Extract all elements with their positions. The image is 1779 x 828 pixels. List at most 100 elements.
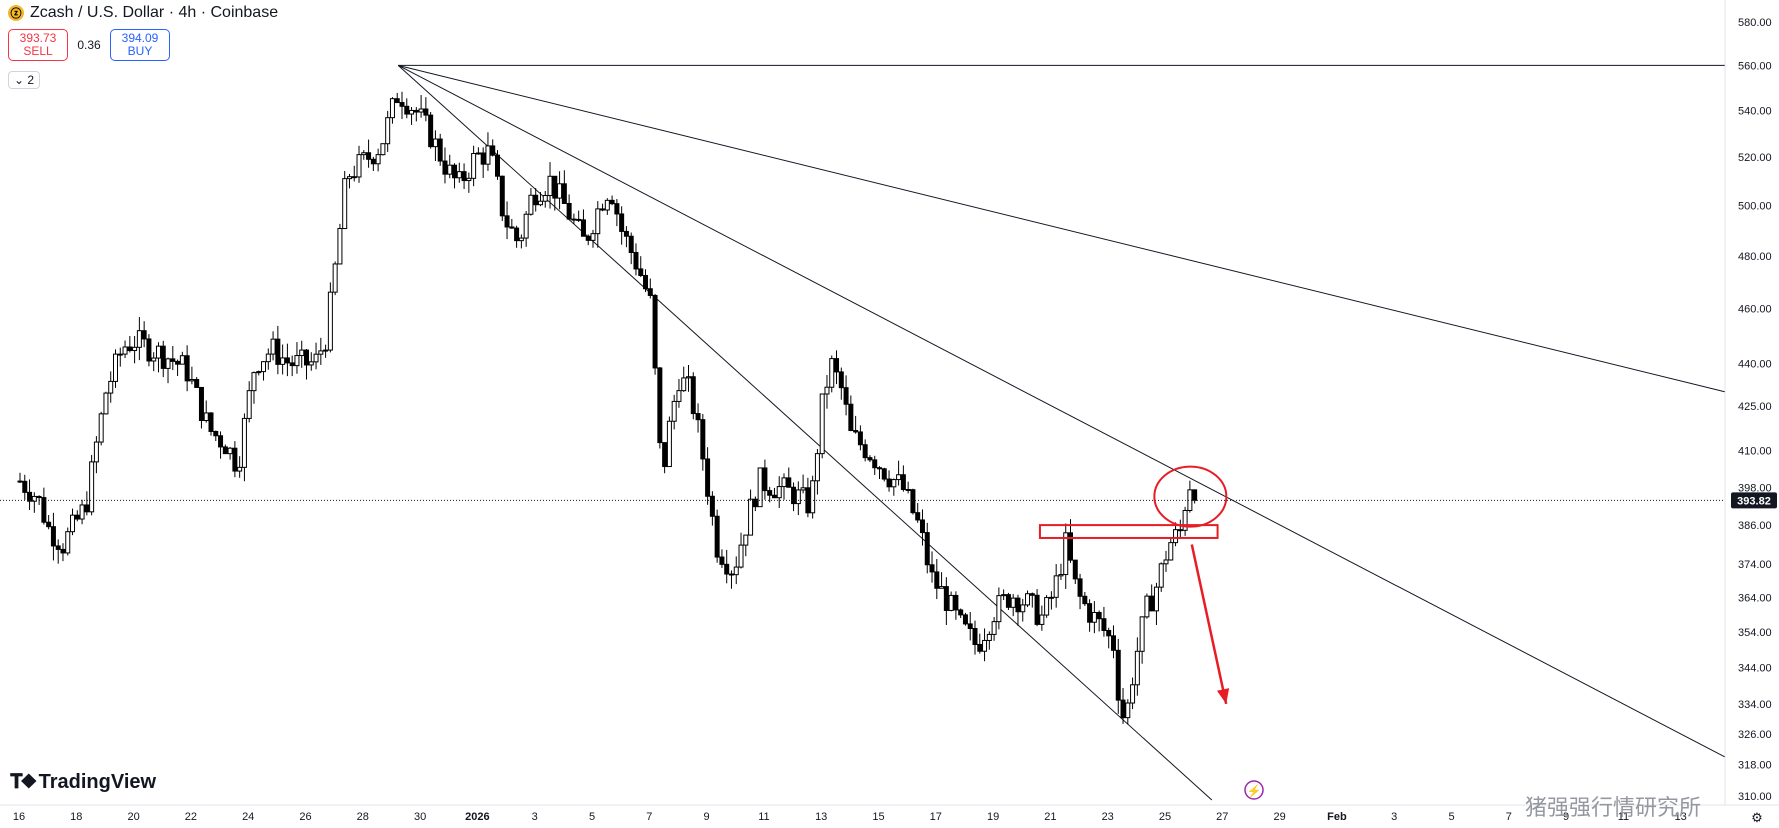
y-tick-label: 540.00 (1738, 105, 1772, 117)
x-tick-label: 26 (299, 811, 311, 823)
candle-body (910, 489, 916, 514)
candle-body (619, 213, 625, 232)
candle-body (423, 108, 429, 116)
candle-body (614, 203, 620, 215)
chevron-down-icon: ⌄ (14, 73, 25, 87)
candle-body (557, 183, 563, 199)
candle-body (738, 544, 744, 568)
y-tick-label: 364.00 (1738, 593, 1772, 605)
candle-body (1048, 596, 1054, 599)
sell-button[interactable]: 393.73 SELL (8, 29, 68, 61)
candle-body (533, 194, 539, 206)
candle-body (442, 160, 448, 175)
y-tick-label: 410.00 (1738, 446, 1772, 458)
candle-body (1192, 489, 1198, 501)
candle-body (1010, 597, 1016, 608)
candle-body (50, 526, 56, 547)
y-tick-label: 500.00 (1738, 200, 1772, 212)
y-tick-label: 580.00 (1738, 17, 1772, 29)
y-tick-label: 354.00 (1738, 627, 1772, 639)
y-tick-label: 326.00 (1738, 729, 1772, 741)
symbol-title[interactable]: Zcash / U.S. Dollar · 4h · Coinbase (30, 4, 279, 21)
candle-body (638, 268, 644, 276)
watermark-text: 猪强强行情研究所 (1525, 795, 1702, 820)
candle-body (55, 545, 61, 550)
y-tick-label: 440.00 (1738, 358, 1772, 370)
candle-body (356, 154, 362, 178)
candle-body (757, 467, 763, 508)
candle-body (977, 643, 983, 652)
candle-body (724, 563, 730, 575)
candle-body (590, 233, 596, 241)
candle-body (495, 154, 500, 177)
buy-button[interactable]: 394.09 BUY (110, 29, 170, 61)
candle-body (939, 586, 945, 589)
candle-body (566, 202, 572, 220)
y-tick-label: 374.00 (1738, 559, 1772, 571)
x-tick-label: 5 (589, 811, 595, 823)
x-tick-label: 2026 (465, 811, 489, 823)
candle-body (1091, 611, 1097, 623)
candle-body (647, 288, 653, 296)
x-tick-label: 20 (127, 811, 139, 823)
candle-body (1149, 595, 1155, 612)
candle-body (872, 459, 878, 469)
logo-text: TradingView (38, 771, 157, 793)
x-tick-label: 21 (1044, 811, 1056, 823)
x-tick-label: 7 (1506, 811, 1512, 823)
candle-body (313, 353, 319, 363)
candle-body (151, 357, 157, 362)
candle-body (194, 378, 200, 388)
candle-body (375, 154, 381, 165)
candle-body (170, 358, 176, 362)
candle-body (227, 447, 233, 455)
candle-body (79, 504, 85, 520)
highlight-circle (1153, 465, 1228, 528)
trend-line (398, 64, 1725, 393)
y-tick-label: 425.00 (1738, 401, 1772, 413)
candle-body (327, 291, 333, 351)
candle-body (265, 353, 271, 363)
y-tick-label: 560.00 (1738, 60, 1772, 72)
candle-body (399, 102, 405, 107)
candle-body (686, 376, 691, 379)
current-price-tag (1731, 492, 1777, 509)
candle-body (270, 338, 276, 355)
candle-body (504, 215, 510, 228)
candle-body (767, 490, 773, 496)
candle-body (146, 338, 152, 362)
candle-body (160, 345, 166, 369)
candle-body (22, 480, 28, 493)
candle-body (824, 386, 830, 395)
candle-body (795, 489, 801, 505)
x-tick-label: 11 (1618, 811, 1629, 823)
candle-body (17, 480, 23, 483)
candle-body (165, 358, 171, 369)
candle-body (499, 175, 505, 217)
x-tick-label: 11 (758, 811, 769, 823)
tradingview-logo[interactable]: 𝐓◆ TradingView (10, 771, 156, 794)
candle-body (1139, 616, 1145, 652)
candle-body (117, 353, 123, 356)
candle-body (284, 357, 290, 364)
candle-body (834, 358, 840, 373)
y-tick-label: 344.00 (1738, 662, 1772, 674)
candle-body (337, 228, 343, 265)
candle-body (948, 594, 954, 611)
candle-body (351, 176, 357, 179)
candle-body (628, 235, 634, 253)
candle-body (98, 413, 104, 443)
candle-body (814, 453, 820, 482)
candle-body (222, 446, 228, 455)
indicators-toggle-button[interactable]: ⌄ 2 (8, 71, 41, 89)
candle-body (84, 504, 90, 513)
candle-body (1158, 563, 1164, 588)
candle-body (523, 213, 529, 239)
candle-body (1173, 529, 1179, 544)
candle-body (748, 498, 754, 536)
candle-body (1029, 593, 1035, 596)
candle-body (1068, 532, 1073, 561)
candle-body (896, 474, 902, 481)
